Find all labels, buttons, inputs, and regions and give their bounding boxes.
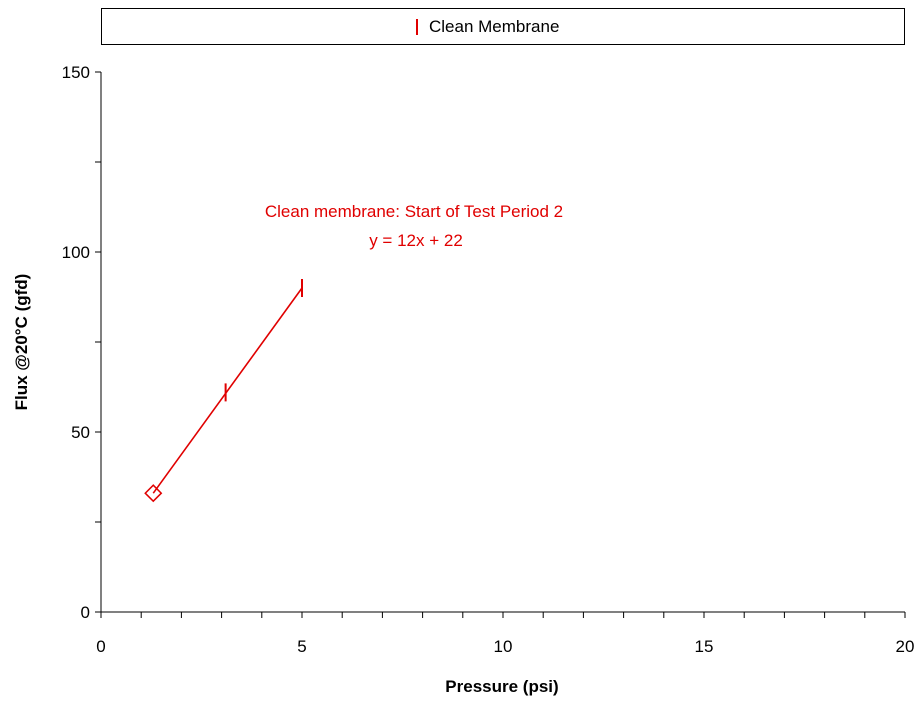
legend: Clean Membrane	[101, 8, 905, 45]
x-tick-label: 5	[297, 637, 306, 656]
trendline-label: Clean membrane: Start of Test Period 2	[265, 202, 563, 221]
y-axis-title: Flux @20°C (gfd)	[12, 274, 31, 411]
trendline	[152, 287, 303, 494]
x-tick-label: 0	[96, 637, 105, 656]
y-tick-label: 150	[62, 63, 90, 82]
x-tick-label: 10	[494, 637, 513, 656]
x-tick-label: 15	[695, 637, 714, 656]
axes	[100, 72, 905, 613]
y-tick-label: 0	[81, 603, 90, 622]
chart-marks	[144, 279, 303, 503]
legend-label-clean-membrane: Clean Membrane	[429, 17, 560, 36]
ticks: 0 50 100 150 0 5 10 15 20	[62, 63, 915, 656]
y-tick-label: 50	[71, 423, 90, 442]
trendline-equation: y = 12x + 22	[369, 231, 463, 250]
data-point-diamond	[144, 484, 163, 503]
x-axis-title: Pressure (psi)	[445, 677, 558, 696]
x-tick-label: 20	[896, 637, 915, 656]
y-tick-label: 100	[62, 243, 90, 262]
legend-marker-clean-membrane	[416, 19, 418, 35]
